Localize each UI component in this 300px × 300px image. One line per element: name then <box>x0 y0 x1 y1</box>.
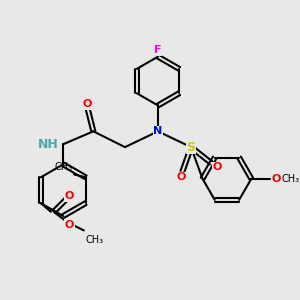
Text: O: O <box>83 99 92 109</box>
Text: O: O <box>212 162 222 172</box>
Text: NH: NH <box>38 138 59 151</box>
Text: O: O <box>65 191 74 201</box>
Text: O: O <box>176 172 186 182</box>
Text: CH₃: CH₃ <box>55 161 73 172</box>
Text: N: N <box>153 126 163 136</box>
Text: CH₃: CH₃ <box>281 174 300 184</box>
Text: O: O <box>65 220 74 230</box>
Text: F: F <box>154 45 162 55</box>
Text: CH₃: CH₃ <box>85 235 103 245</box>
Text: O: O <box>272 174 281 184</box>
Text: S: S <box>187 141 196 154</box>
